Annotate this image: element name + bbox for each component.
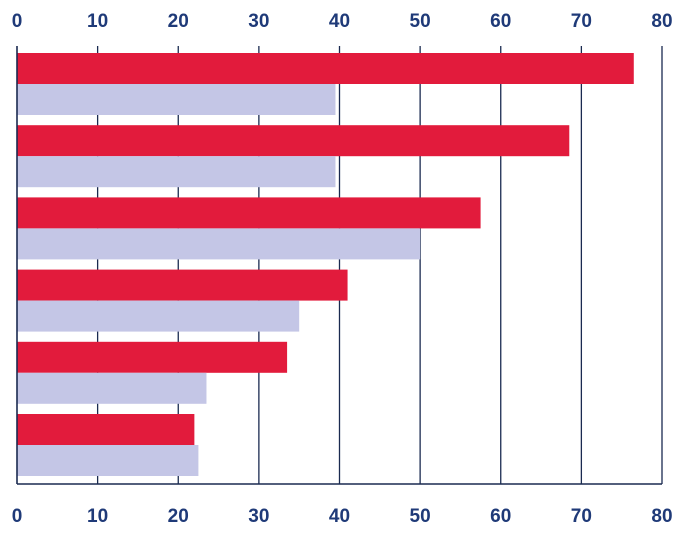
- top-tick-label-20: 20: [168, 11, 189, 32]
- bar-series2-row5: [17, 372, 207, 404]
- bottom-tick-label-50: 50: [410, 506, 431, 527]
- bar-series1-row5: [17, 341, 288, 373]
- bar-series2-row2: [17, 156, 336, 188]
- bar-series1-row6: [17, 414, 195, 445]
- bottom-tick-label-0: 0: [12, 506, 23, 527]
- bottom-tick-labels: 0 10 20 30 40 50 60 70 80: [12, 506, 673, 527]
- bottom-tick-label-80: 80: [651, 506, 672, 527]
- bar-series1-row4: [17, 269, 348, 301]
- bar-series2-row1: [17, 84, 336, 115]
- plot-frame: [16, 46, 662, 485]
- bar-series2-row6: [17, 445, 199, 476]
- bottom-tick-label-60: 60: [490, 506, 511, 527]
- bottom-tick-label-20: 20: [168, 506, 189, 527]
- bottom-tick-label-40: 40: [329, 506, 350, 527]
- gridlines: [96, 46, 663, 484]
- bar-series2-row3: [17, 228, 421, 260]
- bottom-tick-label-30: 30: [248, 506, 269, 527]
- top-tick-label-30: 30: [248, 11, 269, 32]
- bar-series2-row4: [17, 300, 300, 332]
- bar-series1-row2: [17, 125, 570, 157]
- top-tick-label-10: 10: [87, 11, 108, 32]
- top-tick-labels: 0 10 20 30 40 50 60 70 80: [12, 11, 673, 32]
- bars: [17, 53, 634, 476]
- top-tick-label-80: 80: [651, 11, 672, 32]
- top-tick-label-60: 60: [490, 11, 511, 32]
- bottom-tick-label-70: 70: [571, 506, 592, 527]
- top-tick-label-0: 0: [12, 11, 23, 32]
- top-tick-label-50: 50: [410, 11, 431, 32]
- bar-series1-row3: [17, 197, 481, 229]
- top-tick-label-40: 40: [329, 11, 350, 32]
- bottom-tick-label-10: 10: [87, 506, 108, 527]
- bar-series1-row1: [17, 53, 634, 84]
- top-tick-label-70: 70: [571, 11, 592, 32]
